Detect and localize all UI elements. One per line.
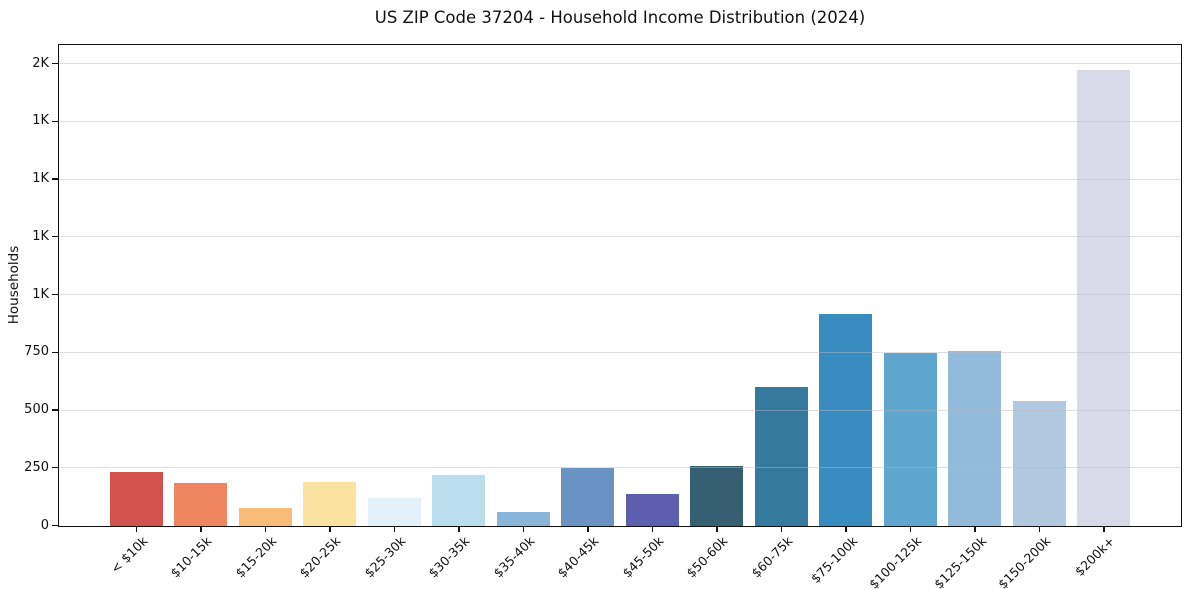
x-tick [393, 527, 396, 532]
y-tick-label: 2K [32, 55, 49, 71]
x-tick [522, 527, 525, 532]
y-tick [52, 62, 58, 65]
bar-$150-200k [1012, 400, 1066, 526]
x-tick-label: $15-20k [232, 533, 280, 581]
y-tick-label: 1K [32, 286, 49, 302]
gridline [59, 236, 1181, 238]
y-tick-label: 500 [24, 402, 49, 417]
gridline [59, 178, 1181, 180]
x-tick-label: $40-45k [554, 533, 602, 581]
bar-$75-100k [819, 313, 872, 526]
x-tick-label: $45-50k [619, 533, 667, 581]
x-tick-label: $20-25k [296, 533, 344, 581]
y-tick [52, 351, 58, 353]
y-tick [52, 467, 58, 469]
y-tick-label: 250 [24, 459, 49, 475]
x-tick [1103, 527, 1105, 532]
x-tick [329, 527, 331, 532]
x-tick-label: $10-15k [167, 533, 215, 581]
x-tick-label: $125-150k [930, 533, 989, 590]
x-tick [135, 527, 138, 532]
x-tick-label: $150-200k [995, 533, 1054, 590]
gridline [59, 294, 1181, 295]
y-tick [52, 178, 58, 180]
bar-$30-35k [432, 475, 485, 526]
bar-$25-30k [367, 497, 421, 526]
y-tick [52, 120, 58, 122]
x-tick [1038, 527, 1041, 532]
gridline [59, 63, 1181, 64]
bar-$15-20k [238, 507, 292, 526]
x-tick-label: $25-30k [361, 533, 409, 581]
x-tick-label: $50-60k [683, 533, 731, 581]
x-tick [974, 527, 976, 532]
y-tick-label: 1K [32, 113, 49, 129]
plot-area [58, 44, 1182, 527]
bar-< $10k [109, 471, 163, 526]
x-tick-label: $200k+ [1072, 533, 1118, 579]
bar-$45-50k [625, 494, 679, 526]
gridline [59, 351, 1181, 353]
bar-$35-40k [496, 511, 550, 526]
gridline [59, 120, 1181, 122]
y-tick [52, 409, 58, 411]
bar-$40-45k [561, 468, 614, 526]
y-tick-label: 0 [40, 517, 49, 533]
y-tick-label: 1K [32, 171, 49, 186]
bar-$125-150k [948, 351, 1001, 526]
x-tick [716, 527, 718, 532]
x-tick-label: $35-40k [490, 533, 538, 581]
y-axis-label: Households [6, 245, 22, 325]
x-tick [587, 527, 589, 532]
bar-$60-75k [754, 386, 808, 526]
x-tick-label: $75-100k [807, 533, 860, 586]
x-tick [845, 527, 847, 532]
x-tick-label: $30-35k [425, 533, 473, 581]
y-tick [52, 293, 58, 296]
y-tick [52, 524, 58, 527]
x-tick-label: $60-75k [748, 533, 796, 581]
x-tick-label: < $10k [107, 533, 151, 577]
x-tick [458, 527, 460, 532]
gridline [59, 409, 1181, 411]
x-tick-label: $100-125k [866, 533, 925, 590]
bar-$100-125k [883, 353, 937, 526]
x-tick [264, 527, 267, 532]
chart-title: US ZIP Code 37204 - Household Income Dis… [374, 8, 866, 27]
y-tick-label: 1K [32, 228, 49, 244]
gridline [59, 467, 1181, 469]
x-tick [651, 527, 654, 532]
bar-$10-15k [174, 482, 227, 526]
bar-$200k+ [1077, 69, 1130, 526]
x-tick [200, 527, 202, 532]
y-tick [52, 236, 58, 238]
x-tick [780, 527, 783, 532]
bar-$20-25k [303, 481, 356, 526]
y-tick-label: 750 [24, 344, 49, 360]
bar-$50-60k [690, 466, 743, 526]
x-tick [909, 527, 912, 532]
